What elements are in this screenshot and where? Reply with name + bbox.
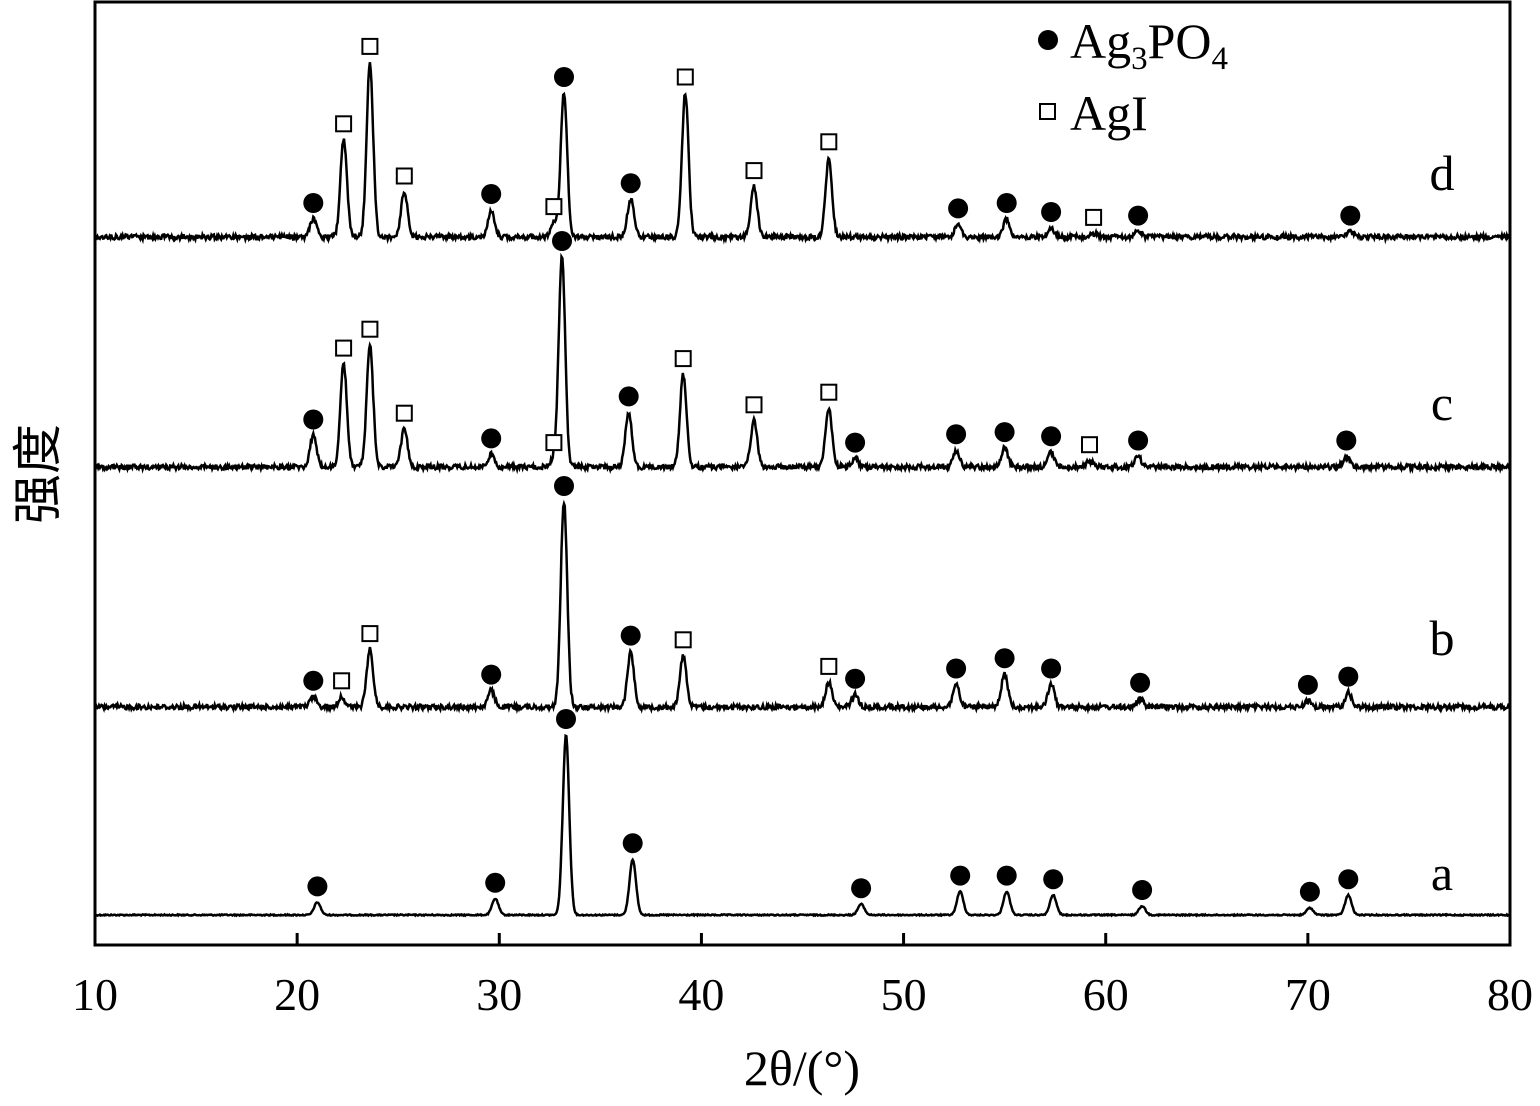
- trace-d-ag3po4-marker-2: [554, 67, 574, 87]
- trace-d-agi-marker-5: [745, 162, 763, 180]
- trace-d-agi-marker-3: [545, 198, 563, 216]
- trace-c-agi-marker-4: [674, 350, 692, 368]
- trace-d-ag3po4-marker-0: [303, 193, 324, 213]
- legend-entry-ag3po4: Ag3PO4: [1070, 13, 1228, 77]
- trace-d-ag3po4-marker-3: [620, 173, 641, 194]
- trace-b-ag3po4-marker-10: [1338, 666, 1359, 687]
- legend-ag3po4-mid: PO: [1148, 13, 1212, 69]
- curve-label-d: d: [1430, 145, 1455, 201]
- legend-entry-agi: AgI: [1070, 85, 1148, 141]
- trace-b-ag3po4-marker-4: [845, 668, 866, 689]
- trace-a-ag3po4-marker-7: [1043, 869, 1064, 890]
- x-tick-label-50: 50: [881, 969, 927, 1020]
- traces: [93, 62, 1511, 918]
- x-axis-label: 2θ/(°): [744, 1040, 860, 1096]
- trace-b-agi-marker-2: [674, 631, 692, 649]
- trace-c-agi-marker-1: [361, 320, 379, 338]
- trace-a-ag3po4-marker-10: [1338, 869, 1359, 890]
- trace-c-ag3po4-marker-3: [618, 386, 639, 407]
- trace-c-agi-marker-5: [745, 396, 763, 414]
- legend: Ag3PO4 AgI: [1038, 13, 1228, 141]
- trace-b-ag3po4-marker-0: [303, 670, 324, 691]
- trace-c-agi-marker-7: [1081, 436, 1098, 454]
- trace-b-ag3po4-marker-6: [994, 648, 1015, 669]
- trace-b-ag3po4-marker-2: [554, 476, 574, 496]
- x-tick-label-80: 80: [1487, 969, 1533, 1020]
- trace-a-ag3po4-marker-3: [622, 833, 643, 854]
- curve-label-b: b: [1430, 610, 1455, 666]
- curve-labels: a b c d: [1430, 145, 1455, 901]
- trace-d-agi-marker-0: [335, 115, 353, 133]
- x-tick-label-20: 20: [274, 969, 320, 1020]
- trace-c-agi-marker-2: [395, 404, 413, 422]
- trace-a-ag3po4-marker-2: [556, 709, 576, 729]
- trace-b: [93, 499, 1510, 715]
- y-axis-label: 强度: [10, 424, 66, 524]
- trace-c: [93, 252, 1511, 475]
- legend-ag3po4-base: Ag: [1070, 13, 1131, 69]
- trace-a: [94, 733, 1511, 918]
- trace-c-agi-marker-0: [335, 339, 353, 357]
- trace-d-agi-marker-4: [676, 68, 694, 86]
- trace-c-ag3po4-marker-0: [303, 409, 324, 430]
- x-axis-ticks: [93, 933, 1512, 945]
- trace-c-ag3po4-marker-4: [845, 432, 866, 453]
- x-tick-label-10: 10: [72, 969, 118, 1020]
- trace-b-ag3po4-marker-5: [946, 658, 967, 679]
- trace-b-ag3po4-marker-7: [1041, 658, 1062, 679]
- trace-c-ag3po4-marker-6: [994, 422, 1015, 443]
- trace-b-agi-marker-1: [361, 625, 379, 643]
- trace-d-ag3po4-marker-1: [481, 184, 502, 204]
- trace-b-agi-marker-3: [820, 657, 838, 675]
- curve-label-c: c: [1431, 375, 1453, 431]
- trace-b-agi-marker-0: [333, 672, 351, 690]
- trace-d-agi-marker-7: [1085, 208, 1103, 226]
- trace-b-ag3po4-marker-3: [620, 625, 641, 646]
- trace-c-ag3po4-marker-2: [552, 231, 572, 251]
- trace-d-ag3po4-marker-4: [948, 198, 969, 219]
- trace-c-ag3po4-marker-5: [946, 424, 967, 445]
- trace-c-ag3po4-marker-1: [481, 428, 502, 449]
- trace-c-ag3po4-marker-8: [1128, 430, 1149, 451]
- legend-circle-marker: [1038, 30, 1058, 50]
- trace-b-ag3po4-marker-1: [481, 664, 502, 685]
- legend-ag3po4-sub2: 4: [1212, 41, 1229, 77]
- trace-d-agi-marker-6: [820, 133, 838, 151]
- trace-a-ag3po4-marker-6: [996, 865, 1017, 886]
- x-tick-label-40: 40: [678, 969, 724, 1020]
- trace-b-ag3po4-marker-9: [1297, 674, 1318, 695]
- trace-a-ag3po4-marker-4: [851, 878, 872, 899]
- trace-c-ag3po4-marker-9: [1336, 430, 1357, 451]
- trace-a-ag3po4-marker-1: [485, 872, 506, 893]
- peak-markers: [303, 37, 1361, 902]
- plot-frame: [93, 0, 1512, 947]
- trace-d: [94, 62, 1510, 245]
- trace-d-ag3po4-marker-6: [1041, 202, 1062, 222]
- x-tick-label-60: 60: [1083, 969, 1129, 1020]
- trace-d-ag3po4-marker-8: [1340, 205, 1361, 226]
- trace-a-ag3po4-marker-8: [1132, 880, 1153, 900]
- trace-c-ag3po4-marker-7: [1041, 426, 1062, 447]
- x-tick-label-30: 30: [476, 969, 522, 1020]
- trace-c-agi-marker-6: [820, 383, 838, 401]
- x-axis-tick-labels: 10 20 30 40 50 60 70 80: [72, 969, 1533, 1020]
- trace-c-agi-marker-3: [545, 434, 563, 452]
- x-tick-label-70: 70: [1285, 969, 1331, 1020]
- legend-ag3po4-sub1: 3: [1131, 41, 1148, 77]
- trace-d-agi-marker-2: [395, 167, 413, 185]
- trace-d-ag3po4-marker-5: [996, 193, 1017, 213]
- trace-d-agi-marker-1: [361, 37, 379, 55]
- trace-a-ag3po4-marker-9: [1299, 881, 1320, 902]
- trace-d-ag3po4-marker-7: [1128, 205, 1149, 226]
- trace-a-ag3po4-marker-5: [950, 865, 971, 886]
- legend-square-marker: [1039, 103, 1056, 120]
- trace-a-ag3po4-marker-0: [307, 876, 328, 897]
- trace-b-ag3po4-marker-8: [1130, 672, 1151, 693]
- curve-label-a: a: [1431, 845, 1453, 901]
